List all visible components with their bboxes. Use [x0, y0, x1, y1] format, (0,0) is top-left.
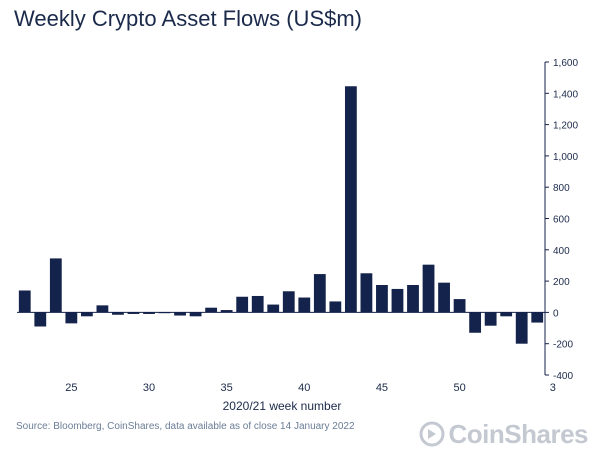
bar-5: [96, 305, 109, 313]
y-tick-label-3: 200: [553, 277, 570, 288]
x-tick-label-1: 30: [143, 382, 155, 394]
y-tick-label-1: -200: [553, 340, 573, 351]
coinshares-logo: CoinShares: [419, 418, 589, 449]
bar-15: [251, 295, 264, 313]
y-tick-label-9: 1,400: [553, 89, 578, 100]
x-tick-label-4: 45: [376, 382, 388, 394]
brand-name: CoinShares: [448, 418, 589, 449]
bar-6: [112, 312, 124, 315]
bar-23: [376, 285, 388, 313]
x-tick-label-3: 40: [298, 382, 310, 394]
chart-title: Weekly Crypto Asset Flows (US$m): [14, 6, 363, 31]
bar-16: [267, 304, 280, 313]
coinshares-logo-icon: [419, 421, 444, 447]
bar-29: [469, 312, 482, 333]
bar-18: [298, 297, 311, 313]
y-tick-label-4: 400: [553, 246, 570, 257]
y-tick-label-5: 600: [553, 215, 570, 226]
bar-7: [127, 312, 140, 314]
x-tick-label-0: 25: [65, 382, 77, 394]
bar-21: [344, 86, 357, 313]
bar-3: [65, 312, 78, 324]
x-tick-label-2: 35: [221, 382, 233, 394]
bar-19: [313, 274, 326, 313]
bar-14: [236, 296, 249, 313]
bar-28: [453, 299, 466, 313]
bar-12: [205, 307, 218, 313]
bar-4: [80, 312, 93, 317]
y-tick-label-2: 0: [553, 308, 559, 319]
bar-33: [531, 312, 544, 323]
bar-2: [49, 258, 62, 313]
y-tick-label-8: 1,200: [553, 121, 578, 132]
source-note: Source: Bloomberg, CoinShares, data avai…: [16, 421, 355, 432]
bar-26: [422, 264, 435, 313]
bar-24: [391, 288, 404, 313]
bar-30: [484, 312, 497, 326]
bar-0: [18, 290, 31, 313]
x-tick-label-6: 3: [550, 382, 556, 394]
bar-8: [143, 312, 155, 314]
y-tick-label-6: 800: [553, 183, 570, 194]
bar-11: [189, 312, 202, 317]
bar-22: [360, 273, 373, 313]
bar-32: [515, 312, 528, 344]
bar-10: [174, 312, 186, 316]
y-tick-label-7: 1,000: [553, 152, 578, 163]
bar-25: [407, 285, 419, 313]
bar-17: [282, 291, 295, 313]
bar-31: [500, 312, 513, 317]
bar-27: [438, 282, 450, 313]
y-tick-label-10: 1,600: [553, 58, 578, 69]
bar-1: [34, 312, 47, 327]
y-tick-label-0: -400: [553, 371, 573, 382]
x-axis-label: 2020/21 week number: [223, 399, 342, 413]
bar-13: [220, 310, 233, 313]
bar-20: [329, 301, 342, 313]
x-tick-label-5: 50: [453, 382, 465, 394]
